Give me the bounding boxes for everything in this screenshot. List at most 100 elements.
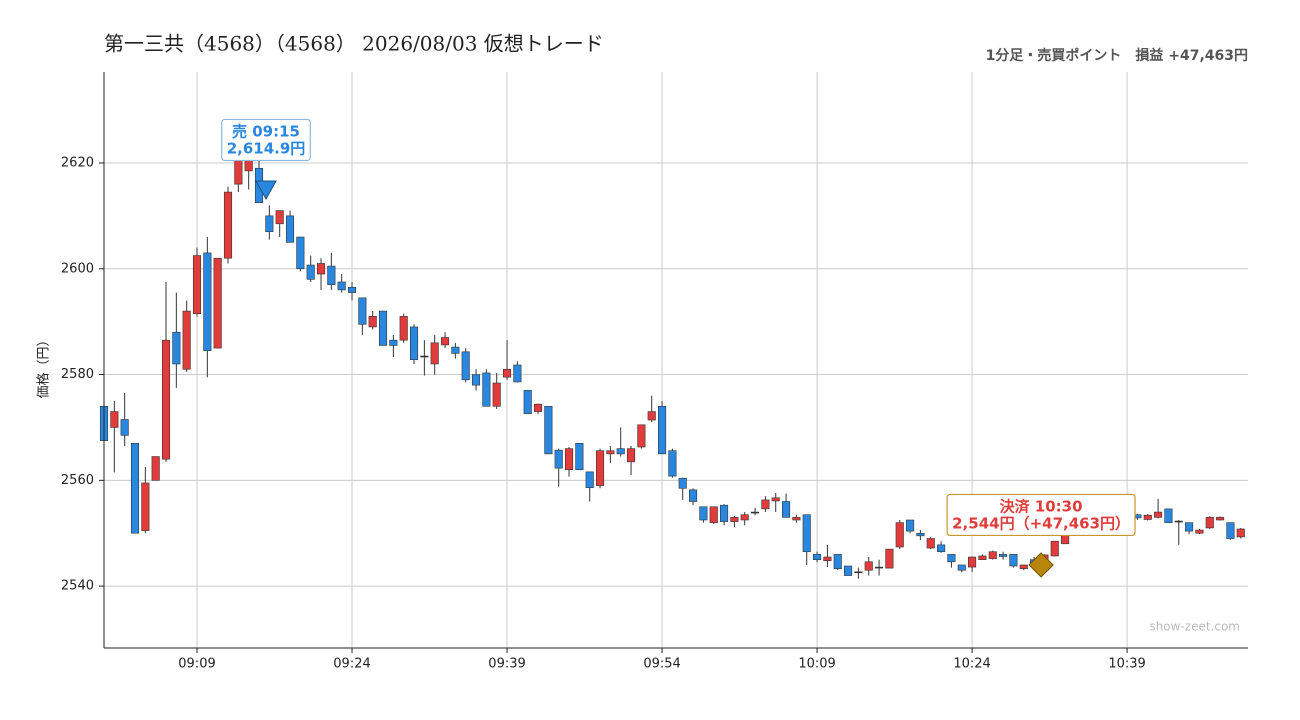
candle-body xyxy=(637,424,646,448)
annotation-value: 2,614.9円 xyxy=(227,139,306,157)
candle-body xyxy=(234,160,243,185)
annotation-box xyxy=(946,493,1136,537)
candle-body xyxy=(513,364,522,383)
chart-title: 第一三共（4568）（4568） 2026/08/03 仮想トレード xyxy=(104,32,604,56)
candle-body xyxy=(947,554,956,563)
candle-body xyxy=(647,411,656,421)
watermark: show-zeet.com xyxy=(1149,620,1240,634)
candle-body xyxy=(1205,517,1214,529)
candle-body xyxy=(492,382,501,407)
candle-body xyxy=(751,511,760,514)
candle-body xyxy=(833,554,842,569)
candle-body xyxy=(544,405,553,455)
candle-body xyxy=(172,331,181,365)
y-axis-label: 価格（円） xyxy=(36,333,52,398)
candle-body xyxy=(657,405,667,455)
candle-body xyxy=(916,532,925,537)
x-tick-label: 09:54 xyxy=(643,657,680,672)
candle-body xyxy=(161,339,171,460)
candle-body xyxy=(792,517,801,521)
annotation-label: 決済 10:30 xyxy=(1000,497,1083,515)
candle-body xyxy=(1185,522,1194,532)
candle-body xyxy=(875,566,884,569)
candle-body xyxy=(203,252,212,352)
candle-body xyxy=(110,411,119,428)
grid xyxy=(104,72,1248,648)
candle-body xyxy=(471,374,481,386)
candle-body xyxy=(802,514,811,553)
candle-body xyxy=(1154,511,1163,518)
candle-body xyxy=(689,489,698,502)
x-tick-label: 10:39 xyxy=(1108,657,1145,672)
candle-body xyxy=(182,310,191,370)
annotation-label: 売 09:15 xyxy=(232,122,300,140)
candle-body xyxy=(595,450,605,486)
candle-body xyxy=(968,556,977,568)
candle-body xyxy=(678,477,687,489)
candle-body xyxy=(1216,517,1225,521)
candle-body xyxy=(1174,520,1183,523)
candle-body xyxy=(316,263,326,275)
candle-body xyxy=(347,286,357,293)
chart-subtitle: 1分足・売買ポイント 損益 +47,463円 xyxy=(986,47,1248,64)
candle-body xyxy=(223,191,233,259)
candle-body xyxy=(761,499,770,510)
candle-body xyxy=(399,316,408,341)
candle-body xyxy=(844,565,853,576)
candle-body xyxy=(1226,522,1235,539)
candle-body xyxy=(564,448,574,471)
candle-body xyxy=(213,257,222,349)
candle-body xyxy=(988,551,997,559)
y-tick-label: 2560 xyxy=(61,473,94,488)
candle-body xyxy=(699,506,708,521)
candle-body xyxy=(275,210,284,225)
candle-body xyxy=(616,448,625,455)
candle-body xyxy=(192,255,202,315)
x-tick-label: 10:09 xyxy=(798,657,835,672)
x-tick-label: 10:24 xyxy=(953,657,990,672)
candle-body xyxy=(130,443,140,534)
candle-body xyxy=(337,281,346,291)
candle-body xyxy=(1061,534,1070,545)
candle-body xyxy=(720,504,729,522)
y-tick-label: 2580 xyxy=(61,367,94,382)
candle-body xyxy=(709,506,718,523)
sell-marker xyxy=(255,180,277,200)
candle-body xyxy=(575,443,584,471)
candle-body xyxy=(813,554,822,560)
candle-body xyxy=(823,556,832,562)
candle-body xyxy=(626,448,636,463)
candle-body xyxy=(1019,564,1028,569)
candle-body xyxy=(740,514,749,521)
candle-body xyxy=(533,403,543,412)
candle-body xyxy=(523,390,532,414)
candle-body xyxy=(1050,540,1059,557)
candle-body xyxy=(1009,554,1018,567)
candle-body xyxy=(895,522,904,548)
candle-body xyxy=(771,497,780,502)
candle-body xyxy=(1236,528,1245,538)
candle-body xyxy=(420,355,429,358)
candle-body xyxy=(906,519,915,532)
candle-body xyxy=(1143,514,1152,520)
candle-body xyxy=(120,419,129,436)
candle-body xyxy=(141,482,150,531)
candle-body xyxy=(585,471,594,489)
candle-body xyxy=(451,346,460,354)
candle-body xyxy=(285,215,295,243)
candle-body xyxy=(461,351,470,381)
candle-body xyxy=(606,450,615,455)
candle-body xyxy=(668,450,677,477)
candle-body xyxy=(265,215,274,233)
candle-body xyxy=(854,571,863,574)
annotation-value: 2,544円（+47,463円） xyxy=(952,514,1130,532)
candle-body xyxy=(937,544,946,553)
candle-body xyxy=(730,517,739,522)
candle-body xyxy=(358,297,367,325)
candle-body xyxy=(482,372,491,407)
candle-body xyxy=(999,554,1008,557)
candle-body xyxy=(1195,529,1204,534)
x-tick-label: 09:09 xyxy=(178,657,215,672)
